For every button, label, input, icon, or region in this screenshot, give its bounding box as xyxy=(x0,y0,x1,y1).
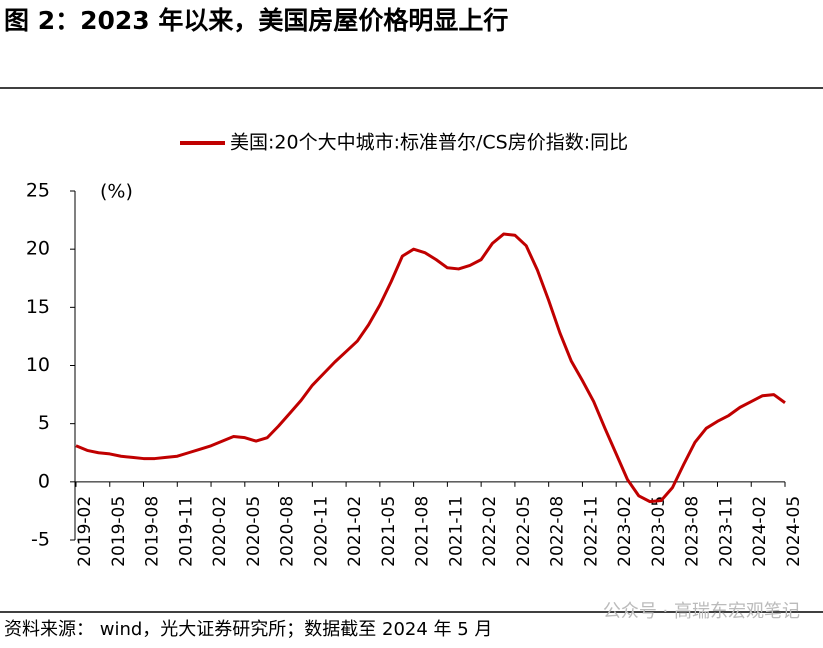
x-tick-label: 2019-11 xyxy=(176,496,196,567)
x-tick-label: 2024-02 xyxy=(750,496,770,567)
x-tick-label: 2022-02 xyxy=(480,496,500,567)
y-tick-label: 15 xyxy=(26,296,50,318)
y-tick-label: 0 xyxy=(38,470,50,492)
y-tick-label: 25 xyxy=(26,180,50,202)
y-unit: (%) xyxy=(100,181,133,203)
y-tick-label: -5 xyxy=(31,529,50,551)
x-tick-label: 2022-08 xyxy=(548,496,568,567)
x-tick-label: 2024-05 xyxy=(784,496,804,567)
x-tick-label: 2019-05 xyxy=(109,496,129,567)
x-tick-label: 2023-11 xyxy=(716,496,736,567)
x-tick-label: 2020-08 xyxy=(278,496,298,567)
chart-title: 图 2：2023 年以来，美国房屋价格明显上行 xyxy=(4,6,508,35)
x-tick-label: 2020-05 xyxy=(244,496,264,567)
x-tick-label: 2019-08 xyxy=(143,496,163,567)
x-tick-label: 2020-02 xyxy=(210,496,230,567)
x-tick-label: 2021-02 xyxy=(345,496,365,567)
x-tick-label: 2023-08 xyxy=(683,496,703,567)
x-tick-label: 2022-05 xyxy=(514,496,534,567)
legend-label: 美国:20个大中城市:标准普尔/CS房价指数:同比 xyxy=(230,132,628,154)
y-tick-label: 10 xyxy=(26,354,50,376)
x-tick-label: 2021-08 xyxy=(413,496,433,567)
x-tick-label: 2023-02 xyxy=(615,496,635,567)
data-line xyxy=(75,232,786,504)
x-tick-label: 2022-11 xyxy=(581,496,601,567)
x-tick-label: 2019-02 xyxy=(75,496,95,567)
y-tick-label: 5 xyxy=(38,412,50,434)
x-tick-label: 2021-11 xyxy=(446,496,466,567)
y-tick-label: 20 xyxy=(26,238,50,260)
source-note: 资料来源： wind，光大证券研究所；数据截至 2024 年 5 月 xyxy=(4,619,492,640)
x-tick-label: 2021-05 xyxy=(379,496,399,567)
x-tick-label: 2023-05 xyxy=(649,496,669,567)
watermark: 公众号 · 高瑞东宏观笔记 xyxy=(603,601,800,622)
x-tick-label: 2020-11 xyxy=(311,496,331,567)
